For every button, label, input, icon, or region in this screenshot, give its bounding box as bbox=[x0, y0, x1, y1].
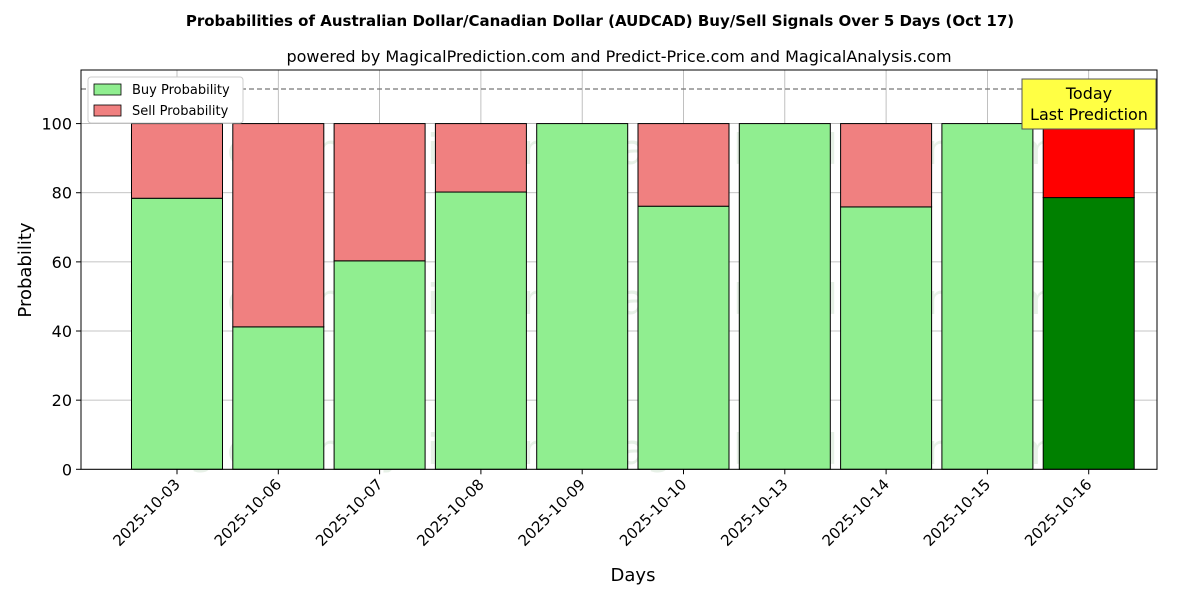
annotation-line2: Last Prediction bbox=[1030, 105, 1148, 124]
y-tick-label: 0 bbox=[62, 460, 72, 479]
sell-bar bbox=[1042, 123, 1135, 199]
buy-bar bbox=[637, 205, 730, 470]
x-tick-label: 2025-10-13 bbox=[717, 475, 791, 549]
x-tick-label: 2025-10-08 bbox=[413, 475, 487, 549]
sell-bar bbox=[434, 123, 527, 193]
sell-bar bbox=[637, 123, 730, 207]
buy-bar bbox=[536, 123, 629, 470]
x-tick-label: 2025-10-07 bbox=[312, 475, 386, 549]
legend-label: Buy Probability bbox=[132, 83, 230, 98]
buy-bar bbox=[840, 206, 933, 470]
y-tick-label: 40 bbox=[52, 322, 72, 341]
buy-bar bbox=[1042, 197, 1135, 470]
sell-bar bbox=[840, 123, 933, 208]
buy-bar bbox=[434, 191, 527, 470]
annotation-line1: Today bbox=[1065, 84, 1112, 103]
buy-bar bbox=[333, 260, 426, 470]
buy-bar bbox=[232, 326, 325, 470]
buy-bar bbox=[941, 123, 1034, 470]
x-tick-label: 2025-10-09 bbox=[515, 475, 589, 549]
legend-label: Sell Probability bbox=[132, 104, 229, 119]
y-tick-label: 80 bbox=[52, 184, 72, 203]
x-axis-label: Days bbox=[611, 565, 656, 586]
legend bbox=[87, 76, 244, 124]
buy-bar bbox=[738, 123, 831, 470]
y-axis-label: Probability bbox=[15, 222, 36, 317]
sell-bar bbox=[333, 123, 426, 262]
y-tick-label: 20 bbox=[52, 391, 72, 410]
y-tick-label: 60 bbox=[52, 253, 72, 272]
x-tick-label: 2025-10-10 bbox=[616, 475, 690, 549]
sell-bar bbox=[232, 123, 325, 328]
x-tick-label: 2025-10-06 bbox=[211, 475, 285, 549]
x-tick-label: 2025-10-16 bbox=[1021, 475, 1095, 549]
chart-subtitle: powered by MagicalPrediction.com and Pre… bbox=[286, 47, 951, 66]
x-tick-label: 2025-10-14 bbox=[819, 475, 893, 549]
y-tick-label: 100 bbox=[41, 115, 72, 134]
legend-swatch bbox=[93, 104, 122, 117]
annotation-box bbox=[1021, 78, 1157, 130]
buy-bar bbox=[131, 197, 223, 470]
sell-bar bbox=[131, 123, 223, 199]
x-tick-label: 2025-10-03 bbox=[109, 475, 183, 549]
x-tick-label: 2025-10-15 bbox=[920, 475, 994, 549]
legend-swatch bbox=[93, 83, 122, 96]
plot-frame bbox=[80, 69, 1158, 470]
chart-title: Probabilities of Australian Dollar/Canad… bbox=[186, 12, 1014, 30]
